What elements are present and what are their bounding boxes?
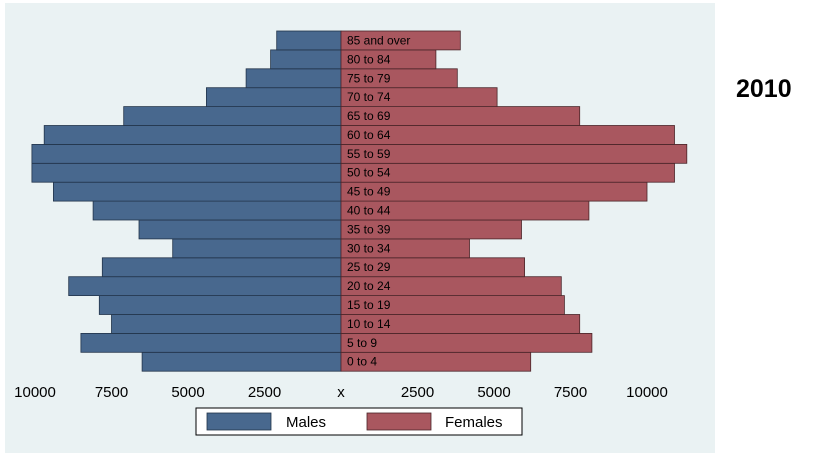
bar-males-2 (111, 314, 342, 334)
age-label-8: 40 to 44 (347, 204, 391, 218)
tick-center: x (337, 384, 345, 401)
bar-males-14 (205, 87, 342, 107)
age-label-2: 10 to 14 (347, 317, 391, 331)
tick-right-2: 7500 (554, 384, 587, 401)
male-bars (31, 30, 342, 372)
bar-females-10 (340, 162, 675, 183)
legend: Males Females (195, 407, 523, 436)
tick-left-2: 5000 (171, 384, 204, 401)
legend-label-males: Males (286, 414, 326, 431)
age-label-5: 25 to 29 (347, 260, 391, 274)
age-label-15: 75 to 79 (347, 71, 391, 85)
age-label-13: 65 to 69 (347, 109, 391, 123)
age-label-1: 5 to 9 (347, 336, 377, 350)
tick-left-1: 7500 (95, 384, 128, 401)
age-label-10: 50 to 54 (347, 166, 391, 180)
bar-males-11 (31, 143, 342, 164)
bar-males-3 (98, 295, 342, 315)
age-label-4: 20 to 24 (347, 279, 391, 293)
tick-left-0: 10000 (14, 384, 56, 401)
age-label-16: 80 to 84 (347, 52, 391, 66)
female-bars (340, 30, 688, 372)
age-label-3: 15 to 19 (347, 298, 391, 312)
age-label-6: 30 to 34 (347, 241, 391, 255)
bar-males-6 (172, 238, 342, 259)
bar-males-16 (270, 49, 342, 70)
age-label-0: 0 to 4 (347, 355, 377, 369)
bar-males-12 (43, 125, 342, 145)
legend-swatch-females (366, 412, 432, 431)
bar-males-13 (123, 106, 342, 126)
bar-males-17 (276, 30, 342, 51)
tick-left-3: 2500 (248, 384, 281, 401)
year-label: 2010 (736, 75, 792, 103)
bar-males-9 (53, 181, 342, 202)
age-label-7: 35 to 39 (347, 222, 391, 236)
tick-right-0: 2500 (401, 384, 434, 401)
bar-females-11 (340, 143, 688, 164)
age-label-14: 70 to 74 (347, 90, 391, 104)
bar-males-7 (138, 219, 342, 240)
x-axis-ticks: 10000 7500 5000 2500 x 2500 5000 7500 10000 (14, 384, 668, 401)
bar-males-5 (101, 257, 342, 278)
bar-males-8 (92, 200, 342, 221)
age-label-9: 45 to 49 (347, 185, 391, 199)
bar-males-4 (68, 276, 342, 297)
bar-males-0 (141, 351, 342, 372)
bar-males-15 (245, 68, 342, 89)
legend-swatch-males (206, 412, 272, 431)
legend-label-females: Females (445, 414, 503, 431)
bar-males-1 (80, 332, 342, 353)
bar-females-12 (340, 125, 675, 145)
bar-males-10 (31, 162, 342, 183)
tick-right-1: 5000 (477, 384, 510, 401)
bar-females-17 (340, 30, 461, 51)
age-label-17: 85 and over (347, 34, 410, 48)
bar-females-1 (340, 332, 593, 353)
age-label-12: 60 to 64 (347, 128, 391, 142)
age-label-11: 55 to 59 (347, 147, 391, 161)
tick-right-3: 10000 (626, 384, 668, 401)
age-group-labels: 0 to 4 5 to 9 10 to 14 15 to 19 20 to 24 25 t… (347, 34, 410, 369)
